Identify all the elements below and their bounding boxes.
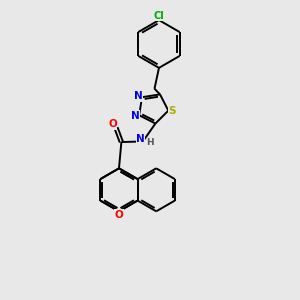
Text: O: O	[115, 210, 123, 220]
Text: N: N	[134, 91, 142, 101]
Text: N: N	[131, 111, 140, 121]
Text: Cl: Cl	[154, 11, 164, 21]
Text: N: N	[136, 134, 145, 144]
Text: O: O	[108, 119, 117, 129]
Text: S: S	[168, 106, 176, 116]
Text: H: H	[146, 137, 153, 146]
